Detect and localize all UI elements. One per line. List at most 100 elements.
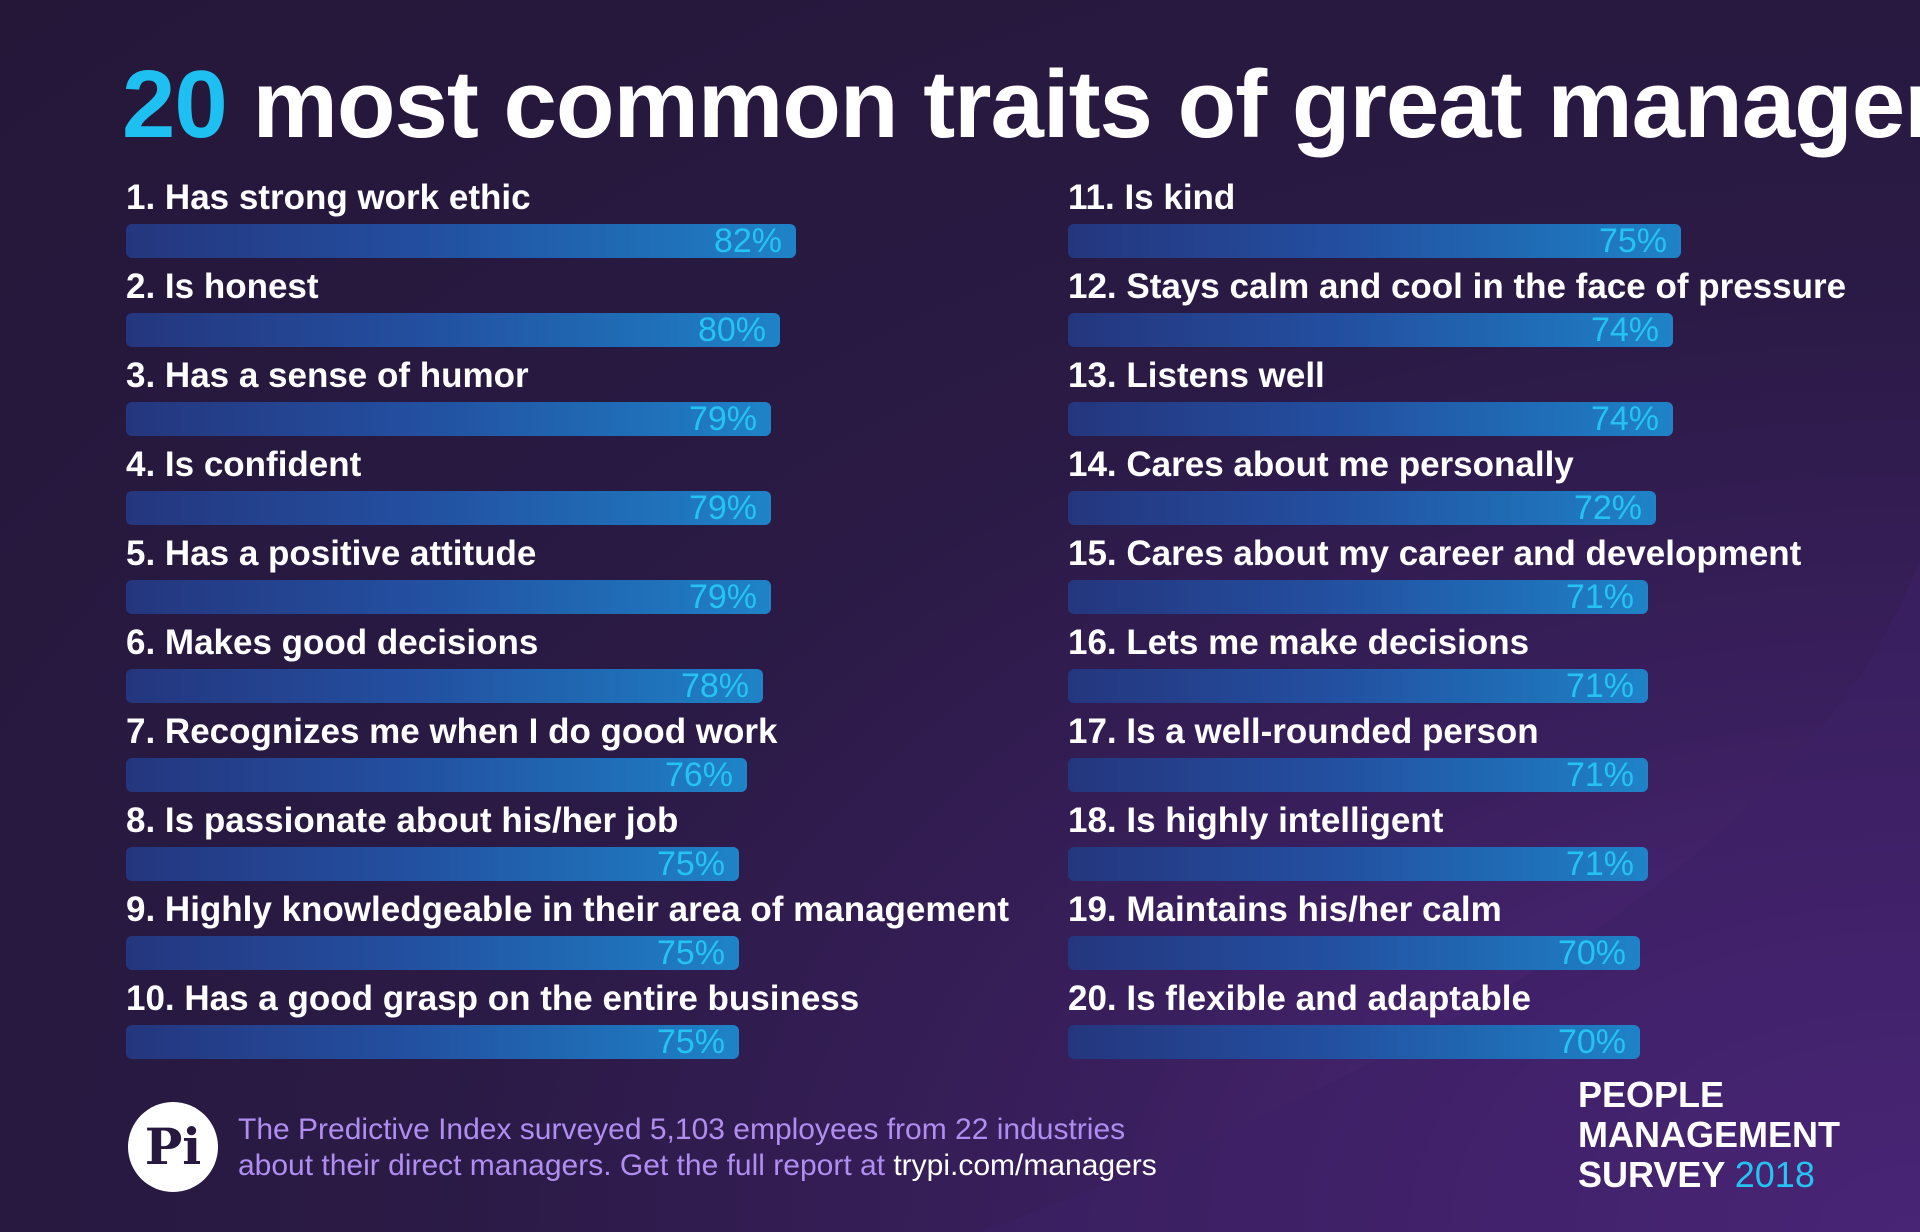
trait-percent-label: 74% [1590, 400, 1659, 438]
bar-track: 71% [1068, 580, 1888, 614]
trait-row: 20. Is flexible and adaptable 70% [1068, 979, 1888, 1068]
trait-row: 6. Makes good decisions 78% [126, 623, 1026, 712]
bar-track: 79% [126, 491, 1026, 525]
trait-row: 4. Is confident 79% [126, 445, 1026, 534]
trait-bar: 75% [1068, 224, 1681, 258]
trait-bar: 78% [126, 669, 763, 703]
trait-label: 20. Is flexible and adaptable [1068, 979, 1531, 1018]
trait-row: 15. Cares about my career and developmen… [1068, 534, 1888, 623]
trait-label: 18. Is highly intelligent [1068, 801, 1444, 840]
trait-percent-label: 75% [656, 934, 725, 972]
trait-row: 19. Maintains his/her calm 70% [1068, 890, 1888, 979]
trait-percent-label: 75% [656, 845, 725, 883]
trait-row: 11. Is kind 75% [1068, 178, 1888, 267]
trait-row: 2. Is honest 80% [126, 267, 1026, 356]
trait-label: 14. Cares about me personally [1068, 445, 1574, 484]
trait-bar: 80% [126, 313, 780, 347]
trait-bar: 70% [1068, 936, 1640, 970]
trait-bar: 71% [1068, 847, 1648, 881]
trait-percent-label: 71% [1565, 578, 1634, 616]
trait-row: 14. Cares about me personally 72% [1068, 445, 1888, 534]
footer-line-1: The Predictive Index surveyed 5,103 empl… [238, 1113, 1126, 1146]
trait-bar: 75% [126, 847, 739, 881]
survey-badge: PEOPLE MANAGEMENT SURVEY 2018 [1578, 1075, 1898, 1195]
trait-row: 9. Highly knowledgeable in their area of… [126, 890, 1026, 979]
bar-track: 75% [126, 1025, 1026, 1059]
trait-label: 5. Has a positive attitude [126, 534, 537, 573]
trait-percent-label: 74% [1590, 311, 1659, 349]
trait-bar: 79% [126, 580, 771, 614]
trait-label: 7. Recognizes me when I do good work [126, 712, 778, 751]
badge-year: 2018 [1734, 1154, 1815, 1195]
bar-track: 76% [126, 758, 1026, 792]
bar-track: 70% [1068, 1025, 1888, 1059]
trait-row: 17. Is a well-rounded person 71% [1068, 712, 1888, 801]
trait-row: 3. Has a sense of humor 79% [126, 356, 1026, 445]
trait-percent-label: 79% [688, 578, 757, 616]
trait-percent-label: 78% [680, 667, 749, 705]
trait-row: 13. Listens well 74% [1068, 356, 1888, 445]
bar-track: 78% [126, 669, 1026, 703]
report-link[interactable]: trypi.com/managers [893, 1149, 1157, 1182]
bar-track: 74% [1068, 313, 1888, 347]
trait-row: 10. Has a good grasp on the entire busin… [126, 979, 1026, 1068]
trait-bar: 72% [1068, 491, 1656, 525]
trait-row: 5. Has a positive attitude 79% [126, 534, 1026, 623]
bar-track: 79% [126, 402, 1026, 436]
trait-bar: 74% [1068, 402, 1673, 436]
footer-line-2: about their direct managers. Get the ful… [238, 1148, 1238, 1184]
trait-bar: 71% [1068, 669, 1648, 703]
trait-label: 13. Listens well [1068, 356, 1325, 395]
bar-track: 82% [126, 224, 1026, 258]
badge-line-1: PEOPLE [1578, 1074, 1725, 1115]
trait-bar: 75% [126, 936, 739, 970]
trait-row: 7. Recognizes me when I do good work 76% [126, 712, 1026, 801]
trait-label: 11. Is kind [1068, 178, 1236, 217]
bar-track: 70% [1068, 936, 1888, 970]
trait-row: 18. Is highly intelligent 71% [1068, 801, 1888, 890]
trait-percent-label: 72% [1573, 489, 1642, 527]
footer-line-2-text: about their direct managers. Get the ful… [238, 1149, 894, 1182]
trait-label: 8. Is passionate about his/her job [126, 801, 679, 840]
trait-percent-label: 82% [713, 222, 782, 260]
trait-percent-label: 80% [697, 311, 766, 349]
bar-track: 74% [1068, 402, 1888, 436]
traits-column-right: 11. Is kind 75% 12. Stays calm and cool in… [1068, 178, 1888, 1068]
footer-note: The Predictive Index surveyed 5,103 empl… [238, 1112, 1238, 1184]
badge-line-3: SURVEY 2018 [1578, 1155, 1898, 1195]
trait-bar: 74% [1068, 313, 1673, 347]
trait-bar: 79% [126, 491, 771, 525]
trait-bar: 82% [126, 224, 796, 258]
title-number: 20 [122, 51, 228, 158]
trait-percent-label: 75% [1598, 222, 1667, 260]
trait-label: 6. Makes good decisions [126, 623, 539, 662]
badge-survey: SURVEY [1578, 1154, 1725, 1195]
title-text: most common traits of great managers [226, 51, 1920, 158]
trait-row: 16. Lets me make decisions 71% [1068, 623, 1888, 712]
traits-column-left: 1. Has strong work ethic 82% 2. Is honest 8… [126, 178, 1026, 1068]
trait-label: 4. Is confident [126, 445, 362, 484]
trait-bar: 76% [126, 758, 747, 792]
trait-label: 12. Stays calm and cool in the face of p… [1068, 267, 1847, 306]
bar-track: 75% [1068, 224, 1888, 258]
trait-bar: 71% [1068, 758, 1648, 792]
trait-label: 17. Is a well-rounded person [1068, 712, 1539, 751]
trait-label: 2. Is honest [126, 267, 319, 306]
trait-bar: 75% [126, 1025, 739, 1059]
trait-label: 3. Has a sense of humor [126, 356, 529, 395]
predictive-index-logo: Pi [128, 1102, 218, 1192]
bar-track: 80% [126, 313, 1026, 347]
badge-line-2: MANAGEMENT [1578, 1114, 1840, 1155]
trait-percent-label: 75% [656, 1023, 725, 1061]
bar-track: 75% [126, 847, 1026, 881]
bar-track: 79% [126, 580, 1026, 614]
trait-percent-label: 70% [1557, 934, 1626, 972]
trait-label: 15. Cares about my career and developmen… [1068, 534, 1802, 573]
bar-track: 71% [1068, 847, 1888, 881]
trait-label: 16. Lets me make decisions [1068, 623, 1530, 662]
trait-bar: 71% [1068, 580, 1648, 614]
trait-percent-label: 70% [1557, 1023, 1626, 1061]
trait-label: 9. Highly knowledgeable in their area of… [126, 890, 1009, 929]
